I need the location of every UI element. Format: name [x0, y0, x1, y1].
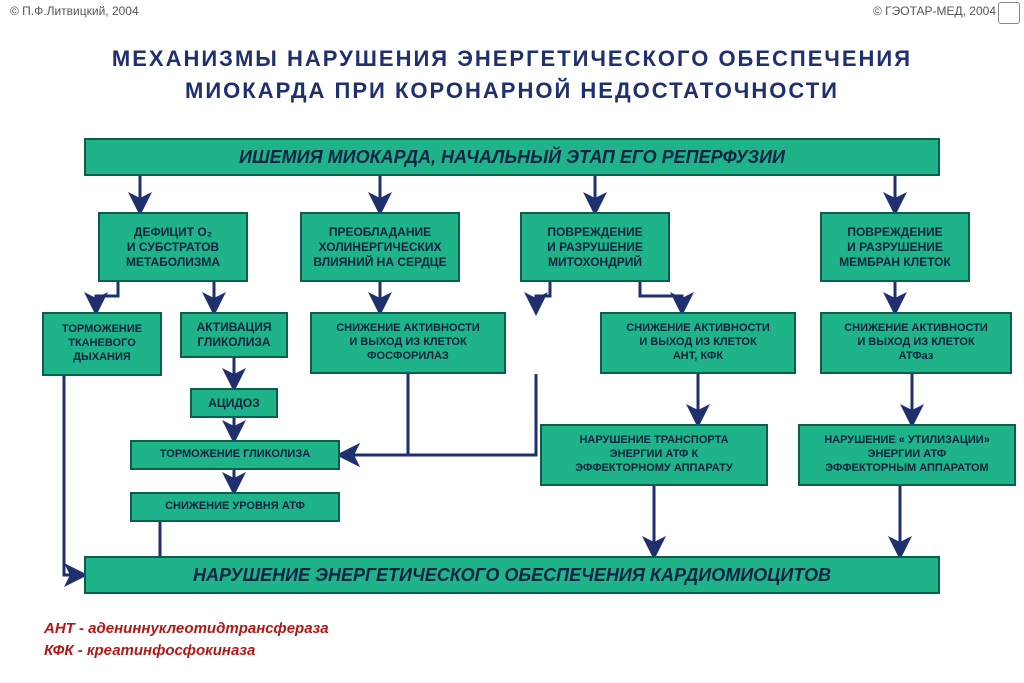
node-a1: ДЕФИЦИТ О₂И СУБСТРАТОВМЕТАБОЛИЗМА — [98, 212, 248, 282]
edge-7 — [536, 282, 550, 312]
node-b1: ТОРМОЖЕНИЕТКАНЕВОГОДЫХАНИЯ — [42, 312, 162, 376]
diagram-stage: © П.Ф.Литвицкий, 2004 © ГЭОТАР-МЕД, 2004… — [0, 0, 1024, 683]
node-a4: ПОВРЕЖДЕНИЕИ РАЗРУШЕНИЕМЕМБРАН КЛЕТОК — [820, 212, 970, 282]
node-a2: ПРЕОБЛАДАНИЕХОЛИНЕРГИЧЕСКИХВЛИЯНИЙ НА СЕ… — [300, 212, 460, 282]
edge-13 — [340, 374, 408, 455]
footnote-2: КФК - креатинфосфокиназа — [44, 642, 255, 659]
node-final: НАРУШЕНИЕ ЭНЕРГЕТИЧЕСКОГО ОБЕСПЕЧЕНИЯ КА… — [84, 556, 940, 594]
node-b3: СНИЖЕНИЕ АКТИВНОСТИИ ВЫХОД ИЗ КЛЕТОКФОСФ… — [310, 312, 506, 374]
title-line-2: МИОКАРДА ПРИ КОРОНАРНОЙ НЕДОСТАТОЧНОСТИ — [0, 78, 1024, 104]
copyright-left: © П.Ф.Литвицкий, 2004 — [10, 4, 139, 18]
edge-8 — [640, 282, 682, 312]
title-line-1: МЕХАНИЗМЫ НАРУШЕНИЯ ЭНЕРГЕТИЧЕСКОГО ОБЕС… — [0, 46, 1024, 72]
node-d2: НАРУШЕНИЕ « УТИЛИЗАЦИИ»ЭНЕРГИИ АТФЭФФЕКТ… — [798, 424, 1016, 486]
node-d1: НАРУШЕНИЕ ТРАНСПОРТАЭНЕРГИИ АТФ КЭФФЕКТО… — [540, 424, 768, 486]
footnote-1: АНТ - адениннуклеотидтрансфераза — [44, 620, 329, 637]
publisher-logo-icon — [998, 2, 1020, 24]
edge-14 — [340, 374, 536, 455]
node-c1: АЦИДОЗ — [190, 388, 278, 418]
node-c2: ТОРМОЖЕНИЕ ГЛИКОЛИЗА — [130, 440, 340, 470]
node-c3: СНИЖЕНИЕ УРОВНЯ АТФ — [130, 492, 340, 522]
node-root: ИШЕМИЯ МИОКАРДА, НАЧАЛЬНЫЙ ЭТАП ЕГО РЕПЕ… — [84, 138, 940, 176]
node-b2: АКТИВАЦИЯГЛИКОЛИЗА — [180, 312, 288, 358]
node-a3: ПОВРЕЖДЕНИЕИ РАЗРУШЕНИЕМИТОХОНДРИЙ — [520, 212, 670, 282]
edge-4 — [96, 282, 118, 312]
node-b5: СНИЖЕНИЕ АКТИВНОСТИИ ВЫХОД ИЗ КЛЕТОКАТФа… — [820, 312, 1012, 374]
edge-17 — [64, 376, 84, 575]
copyright-right: © ГЭОТАР-МЕД, 2004 — [873, 4, 996, 18]
node-b4: СНИЖЕНИЕ АКТИВНОСТИИ ВЫХОД ИЗ КЛЕТОКАНТ,… — [600, 312, 796, 374]
